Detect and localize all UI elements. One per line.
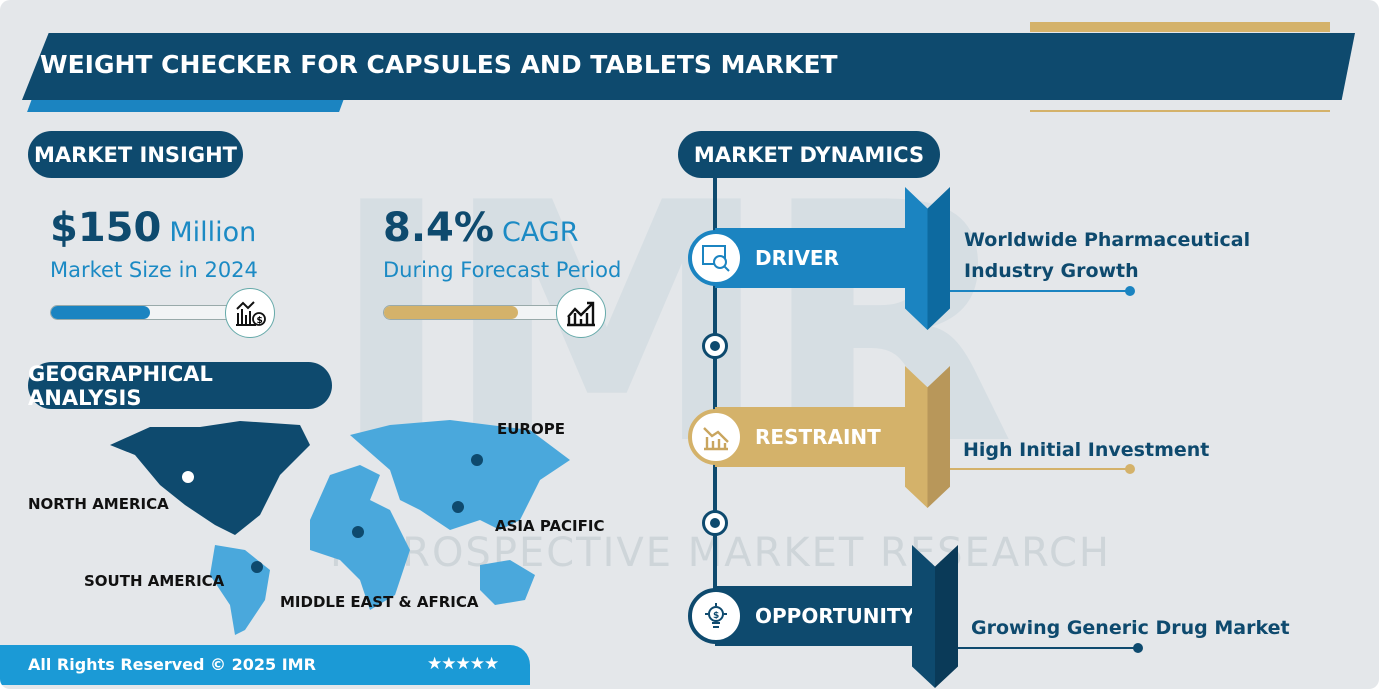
driver-text-line2: Industry Growth — [964, 260, 1139, 282]
cagr-progress — [383, 305, 563, 320]
gold-stripe — [1030, 22, 1330, 32]
restraint-label: RESTRAINT — [755, 425, 881, 449]
market-insight-heading: MARKET INSIGHT — [28, 131, 243, 178]
lightbulb-dollar-icon: $ — [688, 588, 744, 644]
market-size-value: $150 — [50, 205, 162, 251]
cagr-unit: CAGR — [501, 217, 579, 248]
analytics-search-icon — [688, 230, 744, 286]
market-dynamics-heading: MARKET DYNAMICS — [678, 131, 940, 178]
growth-chart-icon — [556, 288, 606, 338]
declining-chart-icon — [688, 409, 744, 465]
title-banner — [22, 33, 1355, 100]
geographical-analysis-heading: GEOGRAPHICAL ANALYSIS — [28, 362, 332, 410]
timeline-dot — [702, 510, 728, 536]
market-size-progress — [50, 305, 250, 320]
restraint-chevron — [905, 366, 950, 508]
watermark-text: INTROSPECTIVE MARKET RESEARCH — [330, 530, 1111, 576]
driver-text: Worldwide Pharmaceutical Industry Growth — [964, 225, 1250, 287]
restraint-text: High Initial Investment — [963, 439, 1210, 461]
chart-dollar-icon: $ — [225, 288, 275, 338]
driver-connector — [950, 286, 1135, 296]
opportunity-label: OPPORTUNITY — [755, 604, 916, 628]
cagr-value-row: 8.4% CAGR — [383, 205, 578, 251]
rating-stars: ★★★★★ — [427, 654, 499, 674]
restraint-connector — [950, 464, 1135, 474]
driver-chevron — [905, 187, 950, 330]
region-europe: EUROPE — [497, 420, 565, 438]
footer-bar — [0, 645, 530, 685]
opportunity-bar: OPPORTUNITY — [715, 586, 915, 646]
world-map — [110, 420, 570, 635]
cagr-value: 8.4% — [383, 205, 494, 251]
market-size-label: Market Size in 2024 — [50, 258, 258, 282]
timeline-dot — [702, 333, 728, 359]
restraint-bar: RESTRAINT — [715, 407, 907, 467]
cagr-label: During Forecast Period — [383, 258, 622, 282]
region-south-america: SOUTH AMERICA — [84, 572, 225, 590]
gold-line — [1030, 110, 1330, 112]
region-asia-pacific: ASIA PACIFIC — [495, 517, 605, 535]
market-size-unit: Million — [169, 217, 257, 248]
market-size-value-row: $150 Million — [50, 205, 256, 251]
copyright-text: All Rights Reserved © 2025 IMR — [28, 655, 316, 674]
region-middle-east-africa: MIDDLE EAST & AFRICA — [280, 593, 479, 611]
driver-label: DRIVER — [755, 246, 839, 270]
opportunity-connector — [958, 643, 1143, 653]
svg-text:$: $ — [713, 611, 719, 621]
page-title: WEIGHT CHECKER FOR CAPSULES AND TABLETS … — [40, 50, 838, 79]
opportunity-chevron — [912, 545, 958, 688]
driver-text-line1: Worldwide Pharmaceutical — [964, 229, 1251, 251]
svg-text:$: $ — [257, 316, 263, 326]
region-north-america: NORTH AMERICA — [28, 495, 169, 513]
driver-bar: DRIVER — [715, 228, 907, 288]
opportunity-text: Growing Generic Drug Market — [971, 617, 1290, 639]
